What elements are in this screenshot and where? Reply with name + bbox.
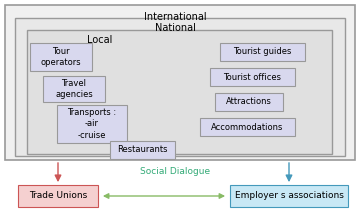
Text: Employer s associations: Employer s associations <box>235 191 343 200</box>
Bar <box>110 141 175 159</box>
Text: Restaurants: Restaurants <box>117 145 168 154</box>
Bar <box>18 185 98 207</box>
Bar <box>215 93 283 111</box>
Text: National: National <box>154 23 195 33</box>
Text: International: International <box>144 12 206 22</box>
Bar <box>210 68 295 86</box>
Text: Tourist offices: Tourist offices <box>224 73 282 81</box>
Text: Tourist guides: Tourist guides <box>233 48 292 57</box>
Bar <box>15 18 345 156</box>
Bar <box>30 43 92 71</box>
Text: Attractions: Attractions <box>226 97 272 106</box>
Text: Travel
agencies: Travel agencies <box>55 79 93 99</box>
Text: Trade Unions: Trade Unions <box>29 191 87 200</box>
Text: Transports :
-air
-cruise: Transports : -air -cruise <box>67 108 117 140</box>
Bar <box>230 185 348 207</box>
Bar <box>5 5 355 160</box>
Text: Local: Local <box>87 35 113 45</box>
Text: Tour
operators: Tour operators <box>41 47 81 67</box>
Bar <box>200 118 295 136</box>
Text: Accommodations: Accommodations <box>211 123 284 132</box>
Bar <box>27 30 332 154</box>
Text: Social Dialogue: Social Dialogue <box>140 167 210 176</box>
Bar <box>43 76 105 102</box>
Bar <box>220 43 305 61</box>
Bar <box>57 105 127 143</box>
